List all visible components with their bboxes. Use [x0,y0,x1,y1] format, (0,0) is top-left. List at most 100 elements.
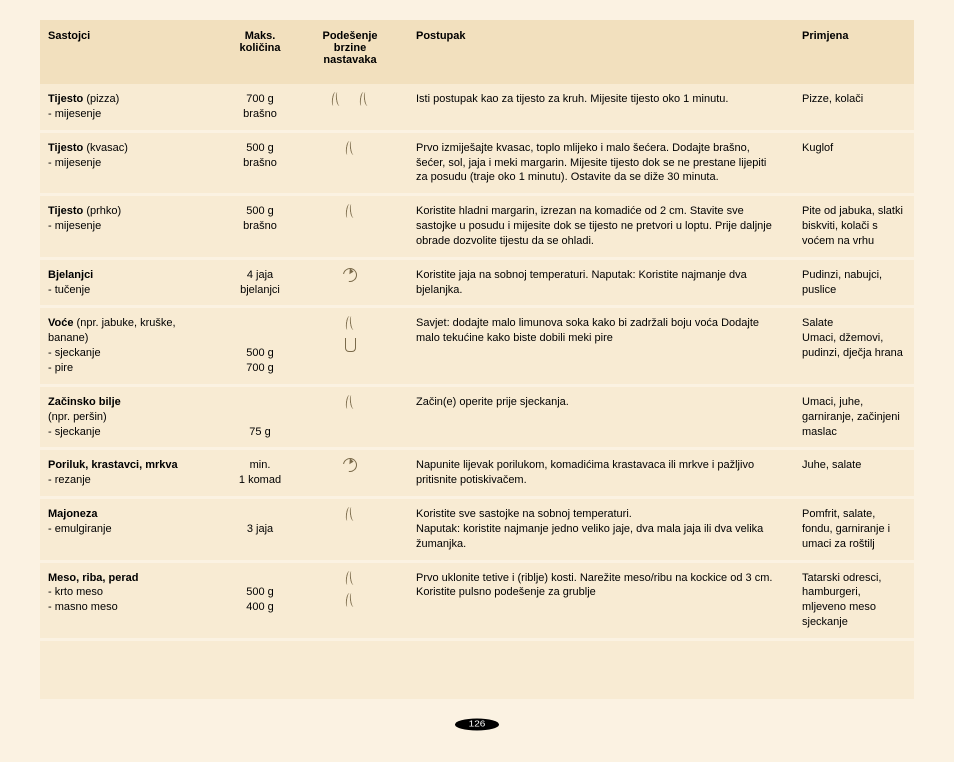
cell-speed [300,561,400,639]
procedure-line: Prvo uklonite tetive i (riblje) kosti. N… [416,571,774,601]
application-line: Pomfrit, salate, fondu, garniranje i uma… [802,507,906,552]
cell-amount: 500 gbrašno [220,195,300,259]
ingredient-title: Voće [48,317,73,329]
page-number-badge: 126 [455,719,500,731]
amount-line [228,331,292,346]
ingredient-sub: - mijesenje [48,107,212,122]
table-row: Začinsko bilje(npr. peršin)- sjeckanje 7… [40,385,914,449]
speed-icons-wrap [308,395,392,411]
table-row: Voće (npr. jabuke, kruške, banane)- sjec… [40,307,914,385]
steam-icon [345,593,355,609]
header-procedure: Postupak [400,20,794,84]
steam-icon [345,316,355,332]
cell-ingredients: Začinsko bilje(npr. peršin)- sjeckanje [40,385,220,449]
amount-line: brašno [228,219,292,234]
application-line: Pizze, kolači [802,92,906,107]
footer: 126 [40,717,914,732]
header-speed: Podešenje brzine nastavaka [300,20,400,84]
cell-amount: 75 g [220,385,300,449]
cell-speed [300,131,400,195]
cell-ingredients: Poriluk, krastavci, mrkva - rezanje [40,449,220,498]
application-line: Pite od jabuka, slatki biskviti, kolači … [802,204,906,249]
ingredient-title: Tijesto [48,205,83,217]
cell-procedure: Napunite lijevak porilukom, komadićima k… [400,449,794,498]
ingredient-suffix: (pizza) [83,93,119,105]
amount-line: 700 g [228,92,292,107]
cell-application: Umaci, juhe, garniranje, začinjeni masla… [794,385,914,449]
cell-speed [300,385,400,449]
cell-speed [300,498,400,562]
cell-amount: 500 gbrašno [220,131,300,195]
ingredient-title: Majoneza [48,508,98,520]
ingredient-title: Poriluk, krastavci, mrkva [48,459,178,471]
speed-icons-wrap [308,141,392,157]
cell-speed [300,84,400,131]
table-row: Tijesto (kvasac)- mijesenje500 gbrašno Pr… [40,131,914,195]
application-line: Kuglof [802,141,906,156]
procedure-line: Savjet: dodajte malo limunova soka kako … [416,316,774,346]
ingredient-sub: - mijesenje [48,219,212,234]
procedure-line: Začin(e) operite prije sjeckanja. [416,395,774,410]
ingredient-title: Meso, riba, perad [48,572,138,584]
cell-application: Pite od jabuka, slatki biskviti, kolači … [794,195,914,259]
cell-speed [300,195,400,259]
speed-icons-wrap [308,458,392,472]
cell-application: Tatarski odresci, hamburgeri, mljeveno m… [794,561,914,639]
application-line: Tatarski odresci, hamburgeri, mljeveno m… [802,571,906,630]
amount-line: 500 g [228,204,292,219]
cell-amount: 4 jajabjelanjci [220,258,300,307]
amount-line: min. [228,458,292,473]
table-row: Tijesto (prhko)- mijesenje500 gbrašnoKor… [40,195,914,259]
cell-procedure: Prvo izmiješajte kvasac, toplo mlijeko i… [400,131,794,195]
amount-line: 3 jaja [228,522,292,537]
cell-amount: min.1 komad [220,449,300,498]
cell-application: SalateUmaci, džemovi, pudinzi, dječja hr… [794,307,914,385]
speed-icons-wrap [308,92,392,108]
speed-icons-wrap [308,204,392,220]
table-row: Bjelanjci- tučenje4 jajabjelanjci Koristi… [40,258,914,307]
cup-icon [345,338,356,352]
procedure-line: Koristite hladni margarin, izrezan na ko… [416,204,774,249]
cell-procedure: Začin(e) operite prije sjeckanja. [400,385,794,449]
procedure-line: Koristite sve sastojke na sobnoj tempera… [416,507,774,522]
procedure-line: Isti postupak kao za tijesto za kruh. Mi… [416,92,774,107]
ingredient-sub: - mijesenje [48,156,212,171]
ingredient-sub: - rezanje [48,473,212,488]
ingredient-sub: - sjeckanje [48,346,212,361]
steam-icon [345,571,355,587]
application-line: Umaci, džemovi, pudinzi, dječja hrana [802,331,906,361]
ingredient-sub: - masno meso [48,600,212,615]
cell-application: Pudinzi, nabujci, puslice [794,258,914,307]
ingredient-title: Bjelanjci [48,269,93,281]
amount-line: 700 g [228,361,292,376]
ingredient-sub: - sjeckanje [48,425,212,440]
cell-ingredients: Meso, riba, perad- krto meso- masno meso [40,561,220,639]
cell-procedure: Prvo uklonite tetive i (riblje) kosti. N… [400,561,794,639]
ingredient-title: Tijesto [48,142,83,154]
ingredient-sub: - krto meso [48,585,212,600]
cell-procedure: Isti postupak kao za tijesto za kruh. Mi… [400,84,794,131]
procedure-line: Napunite lijevak porilukom, komadićima k… [416,458,774,488]
table-row [40,639,914,699]
cell-application: Kuglof [794,131,914,195]
amount-line: 1 komad [228,473,292,488]
cell-ingredients: Tijesto (kvasac)- mijesenje [40,131,220,195]
speed-icons-wrap [308,316,392,352]
header-application: Primjena [794,20,914,84]
amount-line: brašno [228,107,292,122]
amount-line: brašno [228,156,292,171]
cell-application: Pizze, kolači [794,84,914,131]
procedure-line: Koristite jaja na sobnoj temperaturi. Na… [416,268,774,298]
table-row: Meso, riba, perad- krto meso- masno meso… [40,561,914,639]
cell-application: Pomfrit, salate, fondu, garniranje i uma… [794,498,914,562]
application-line: Salate [802,316,906,331]
cell-ingredients: Bjelanjci- tučenje [40,258,220,307]
amount-line [228,395,292,410]
amount-line [228,507,292,522]
cell-ingredients: Tijesto (prhko)- mijesenje [40,195,220,259]
cell-amount: 500 g700 g [220,307,300,385]
application-line: Umaci, juhe, garniranje, začinjeni masla… [802,395,906,440]
cell-amount: 700 gbrašno [220,84,300,131]
cell-ingredients: Voće (npr. jabuke, kruške, banane)- sjec… [40,307,220,385]
ingredient-sub: - emulgiranje [48,522,212,537]
